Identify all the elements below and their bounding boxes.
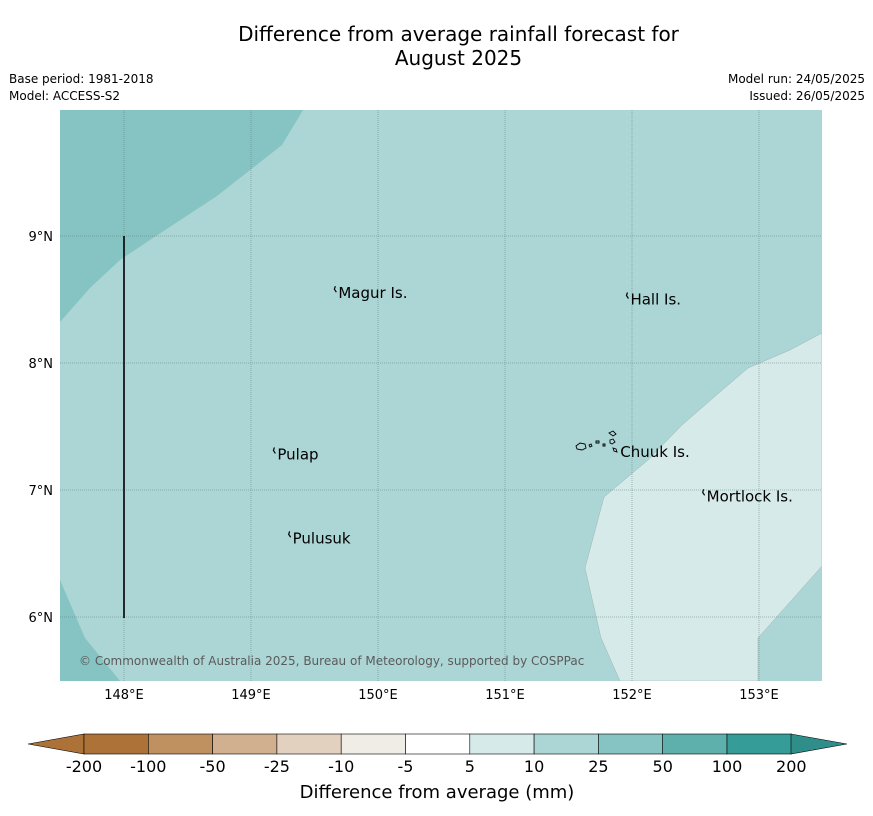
lon-tick-label: 152°E (612, 688, 652, 703)
lat-tick-label: 8°N (29, 357, 54, 372)
map-area: © Commonwealth of Australia 2025, Bureau… (60, 110, 822, 681)
lon-tick-label: 153°E (739, 688, 779, 703)
chuuk-lagoon-outline (575, 430, 618, 453)
base-period-text: Base period: 1981-2018 (9, 72, 154, 86)
colorbar-tick-label: 100 (712, 757, 743, 776)
colorbar-tick-label: 5 (465, 757, 475, 776)
place-label: Pulap (277, 445, 318, 463)
colorbar-box (533, 733, 599, 755)
colorbar-boxes (83, 733, 792, 755)
place-label: Hall Is. (630, 291, 681, 309)
colorbar-tick-label: -25 (264, 757, 290, 776)
island-marker (272, 447, 276, 454)
colorbar-box (340, 733, 406, 755)
colorbar-box (148, 733, 213, 755)
model-run-text: Model run: 24/05/2025 (727, 72, 865, 86)
colorbar-box (212, 733, 278, 755)
chart-title-line2: August 2025 (394, 46, 523, 70)
island-marker (333, 285, 337, 293)
lon-tick-label: 150°E (358, 688, 398, 703)
colorbar-box (726, 733, 792, 755)
colorbar-box (405, 733, 471, 755)
colorbar-tick-label: -50 (200, 757, 226, 776)
colorbar-box (83, 733, 149, 755)
lat-tick-label: 7°N (29, 484, 54, 499)
lon-tick-label: 149°E (231, 688, 271, 703)
region-25-50mm-northwest (60, 110, 303, 322)
island-marker (701, 489, 706, 496)
colorbar-box (276, 733, 342, 755)
chart-title-line1: Difference from average rainfall forecas… (238, 22, 679, 46)
grid-lines (60, 110, 822, 681)
colorbar-tick-label: 200 (776, 757, 807, 776)
issued-text: Issued: 26/05/2025 (749, 89, 865, 103)
colorbar-high-extend (790, 733, 848, 755)
colorbar-low-extend (27, 733, 85, 755)
colorbar-tick-label: -5 (398, 757, 414, 776)
lon-tick-label: 148°E (104, 688, 144, 703)
island-marker (625, 292, 629, 299)
colorbar-box (598, 733, 664, 755)
colorbar-box (469, 733, 535, 755)
lat-tick-label: 6°N (29, 611, 54, 626)
island-marker (287, 531, 292, 538)
place-label: Magur Is. (338, 284, 407, 302)
colorbar-tick-label: -10 (328, 757, 354, 776)
region-25-50mm-southwest (60, 580, 120, 681)
colorbar-tick-label: 10 (524, 757, 544, 776)
model-text: Model: ACCESS-S2 (9, 89, 121, 103)
island-markers (272, 285, 706, 538)
place-label: Mortlock Is. (707, 487, 793, 505)
copyright-text: © Commonwealth of Australia 2025, Bureau… (79, 654, 584, 668)
axis-tick-labels: 148°E 149°E 150°E 151°E 152°E 153°E 9°N 8°N 7°N 6… (29, 230, 779, 703)
lon-tick-label: 151°E (485, 688, 525, 703)
region-5-10mm-southeast (584, 332, 822, 681)
colorbar-tick-label: 50 (653, 757, 673, 776)
colorbar-tick-label: -200 (66, 757, 102, 776)
colorbar-tick-label: -100 (130, 757, 166, 776)
meta-left: Base period: 1981-2018 Model: ACCESS-S2 (9, 71, 154, 105)
colorbar-tick-label: 25 (588, 757, 608, 776)
place-labels: Magur Is. Hall Is. Pulap Chuuk Is. Mortlock … (277, 284, 792, 547)
colorbar-title: Difference from average (mm) (300, 782, 575, 803)
lat-tick-label: 9°N (29, 230, 54, 245)
place-label: Pulusuk (293, 529, 351, 547)
colorbar-legend: -200 -100 -50 -25 -10 -5 5 10 25 50 100 200 Differe… (27, 733, 848, 803)
colorbar-tick-labels: -200 -100 -50 -25 -10 -5 5 10 25 50 100 200 (66, 757, 807, 776)
colorbar-box (662, 733, 728, 755)
meta-right: Model run: 24/05/2025 Issued: 26/05/2025 (728, 71, 865, 105)
place-label: Chuuk Is. (620, 443, 689, 461)
